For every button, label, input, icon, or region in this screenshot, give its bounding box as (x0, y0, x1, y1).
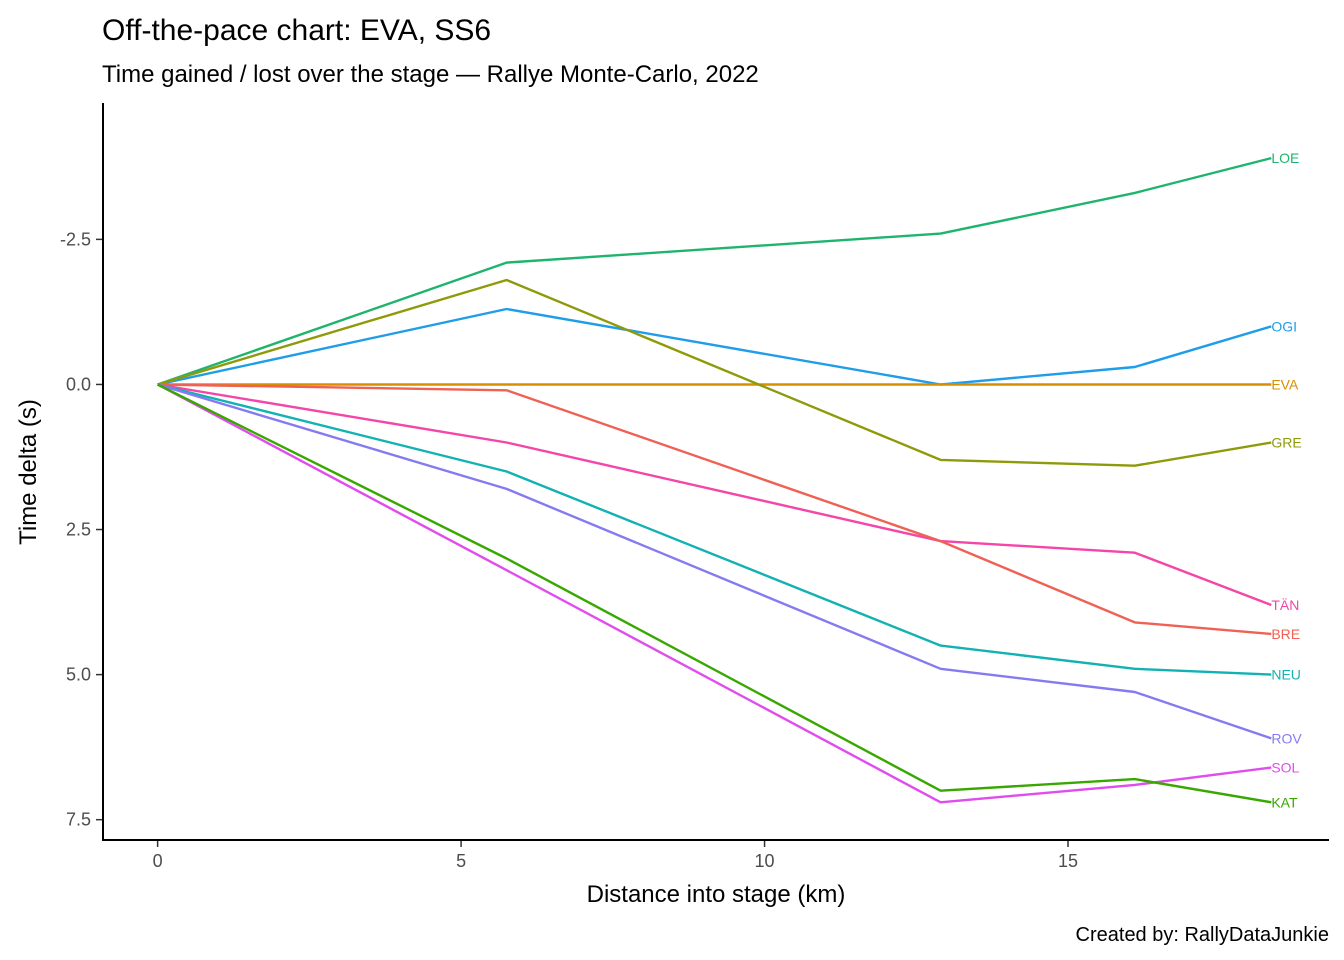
series-line-ogi (157, 307, 1272, 386)
x-axis-title: Distance into stage (km) (587, 881, 846, 908)
x-tick-label: 0 (153, 851, 163, 871)
y-tick-label: 5.0 (66, 665, 91, 685)
x-tick-label: 15 (1058, 851, 1078, 871)
x-tick-label: 10 (755, 851, 775, 871)
series-line-tan (157, 383, 1272, 607)
series-label-eva: EVA (1271, 376, 1299, 392)
series-line-loe (157, 156, 1272, 386)
chart-subtitle: Time gained / lost over the stage — Rall… (102, 61, 759, 88)
series-layer (157, 156, 1272, 804)
series-label-bre: BRE (1271, 626, 1300, 642)
y-axis-ticks: -2.5 0.0 2.5 5.0 7.5 (60, 229, 102, 830)
series-line-neu (157, 383, 1272, 676)
series-label-layer: LOE OGI EVA GRE TÄN BRE NEU ROV SOL KAT (1271, 150, 1302, 810)
series-label-gre: GRE (1271, 434, 1301, 450)
y-tick-label: 2.5 (66, 520, 91, 540)
series-label-rov: ROV (1271, 730, 1302, 746)
series-line-rov (157, 383, 1272, 740)
chart-title: Off-the-pace chart: EVA, SS6 (102, 14, 491, 47)
series-line-kat (157, 383, 1272, 804)
y-axis-title: Time delta (s) (15, 399, 42, 545)
y-tick-label: 7.5 (66, 810, 91, 830)
y-tick-label: 0.0 (66, 374, 91, 394)
y-tick-label: -2.5 (60, 229, 91, 249)
series-line-gre (157, 278, 1272, 467)
x-axis-ticks: 0 5 10 15 (153, 841, 1078, 871)
series-line-bre (157, 383, 1272, 636)
caption: Created by: RallyDataJunkie (1076, 924, 1329, 946)
series-line-sol (157, 383, 1272, 804)
series-label-tan: TÄN (1271, 597, 1299, 613)
series-label-kat: KAT (1271, 794, 1298, 810)
x-tick-label: 5 (456, 851, 466, 871)
series-label-sol: SOL (1271, 759, 1299, 775)
series-label-loe: LOE (1271, 150, 1299, 166)
series-label-neu: NEU (1271, 667, 1301, 683)
series-label-ogi: OGI (1271, 318, 1297, 334)
